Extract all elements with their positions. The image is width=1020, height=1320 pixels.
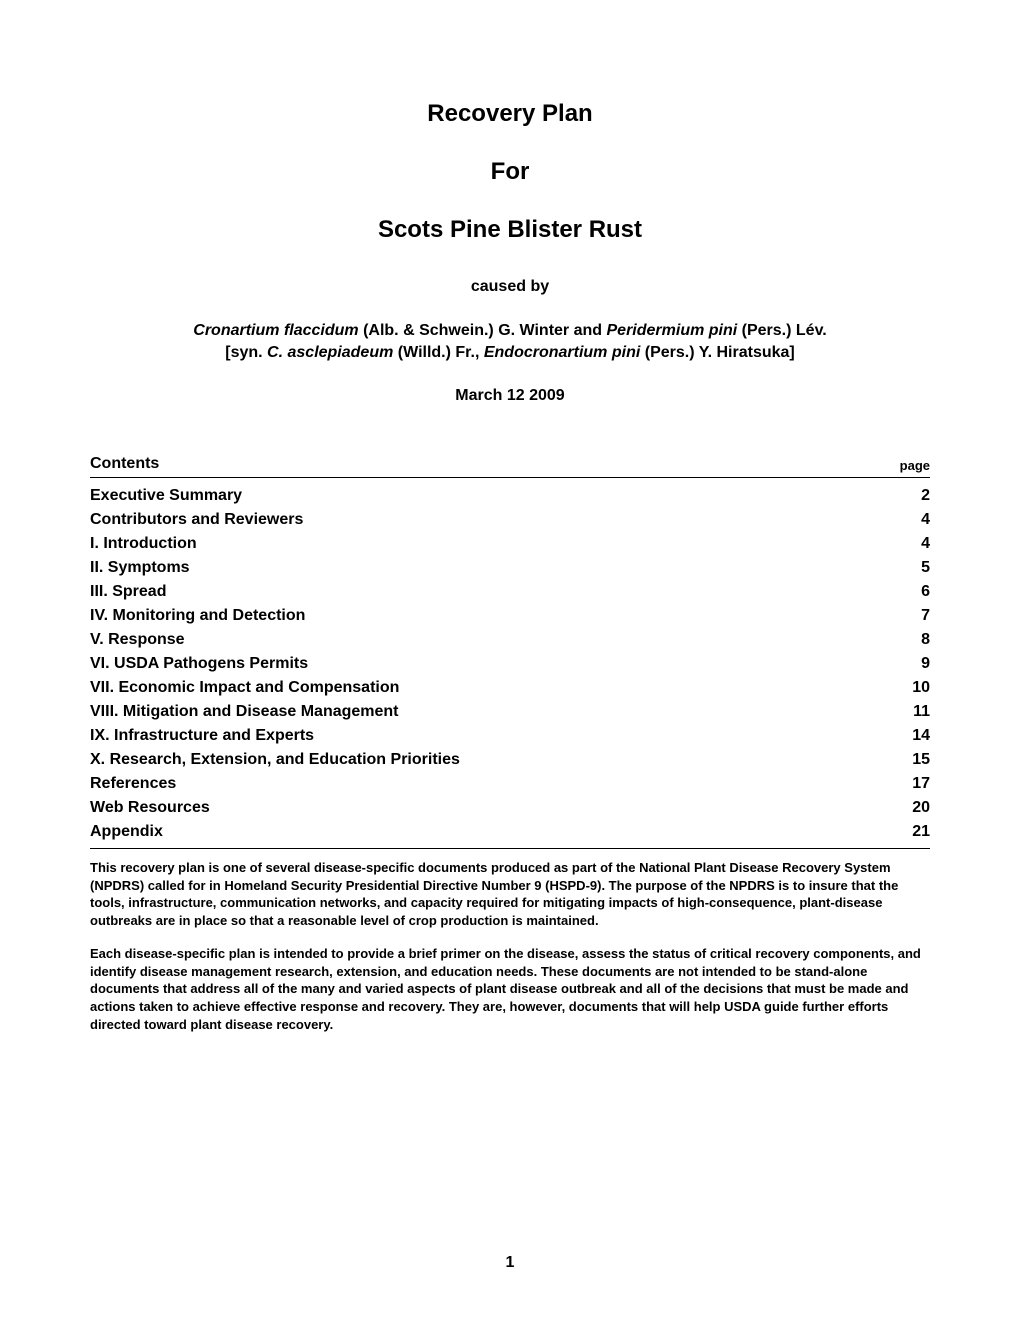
toc-row: VIII. Mitigation and Disease Management 1… [90,700,930,724]
caused-by-label: caused by [90,278,930,296]
toc-label: Appendix [90,820,163,844]
toc-page: 21 [912,820,930,844]
toc-label: IX. Infrastructure and Experts [90,724,314,748]
title-block: Recovery Plan For Scots Pine Blister Rus… [90,100,930,405]
paragraph-2: Each disease-specific plan is intended t… [90,945,930,1033]
species-text: [syn. [225,344,267,361]
toc-page: 6 [921,580,930,604]
species-italic: Cronartium flaccidum [193,322,358,339]
species-text: (Pers.) Y. Hiratsuka] [640,344,794,361]
toc-row: IV. Monitoring and Detection 7 [90,604,930,628]
divider-top [90,477,930,478]
toc-page: 2 [921,484,930,508]
toc-page: 14 [912,724,930,748]
toc-label: II. Symptoms [90,556,190,580]
species-italic: C. asclepiadeum [267,344,393,361]
toc-label: IV. Monitoring and Detection [90,604,305,628]
toc-page: 4 [921,532,930,556]
toc-row: IX. Infrastructure and Experts 14 [90,724,930,748]
species-italic: Endocronartium pini [484,344,640,361]
toc-page: 9 [921,652,930,676]
title-line-3: Scots Pine Blister Rust [90,216,930,244]
toc-label: VIII. Mitigation and Disease Management [90,700,399,724]
toc-label: References [90,772,176,796]
contents-block: Contents page Executive Summary2Contribu… [90,455,930,849]
toc-row: Web Resources 20 [90,796,930,820]
toc-label: X. Research, Extension, and Education Pr… [90,748,460,772]
table-of-contents: Executive Summary2Contributors and Revie… [90,484,930,844]
toc-page: 7 [921,604,930,628]
title-line-1: Recovery Plan [90,100,930,128]
toc-label: Contributors and Reviewers [90,508,303,532]
toc-row: I. Introduction 4 [90,532,930,556]
species-line-1: Cronartium flaccidum (Alb. & Schwein.) G… [90,320,930,342]
species-text: (Pers.) Lév. [737,322,827,339]
toc-row: Executive Summary 2 [90,484,930,508]
toc-label: V. Response [90,628,185,652]
document-date: March 12 2009 [90,387,930,405]
toc-row: II. Symptoms 5 [90,556,930,580]
title-line-2: For [90,158,930,186]
contents-label: Contents [90,455,159,473]
toc-page: 5 [921,556,930,580]
species-line-2: [syn. C. asclepiadeum (Willd.) Fr., Endo… [90,342,930,364]
toc-label: I. Introduction [90,532,197,556]
contents-header: Contents page [90,455,930,473]
divider-bottom [90,848,930,849]
species-italic: Peridermium pini [607,322,738,339]
species-text: (Willd.) Fr., [393,344,484,361]
toc-page: 4 [921,508,930,532]
toc-label: VI. USDA Pathogens Permits [90,652,308,676]
toc-row: References 17 [90,772,930,796]
toc-row: Contributors and Reviewers 4 [90,508,930,532]
paragraph-1: This recovery plan is one of several dis… [90,859,930,929]
species-text: (Alb. & Schwein.) G. Winter and [359,322,607,339]
toc-page: 17 [912,772,930,796]
toc-page: 8 [921,628,930,652]
toc-row: X. Research, Extension, and Education Pr… [90,748,930,772]
toc-page: 20 [912,796,930,820]
toc-row: VI. USDA Pathogens Permits 9 [90,652,930,676]
toc-label: Web Resources [90,796,210,820]
toc-label: VII. Economic Impact and Compensation [90,676,399,700]
toc-page: 10 [912,676,930,700]
intro-paragraphs: This recovery plan is one of several dis… [90,859,930,1033]
toc-label: Executive Summary [90,484,242,508]
toc-page: 15 [912,748,930,772]
toc-page: 11 [913,700,930,724]
page-label: page [900,458,930,473]
toc-row: VII. Economic Impact and Compensation 10 [90,676,930,700]
toc-label: III. Spread [90,580,166,604]
toc-row: Appendix 21 [90,820,930,844]
toc-row: III. Spread 6 [90,580,930,604]
toc-row: V. Response 8 [90,628,930,652]
page-number: 1 [0,1254,1020,1272]
